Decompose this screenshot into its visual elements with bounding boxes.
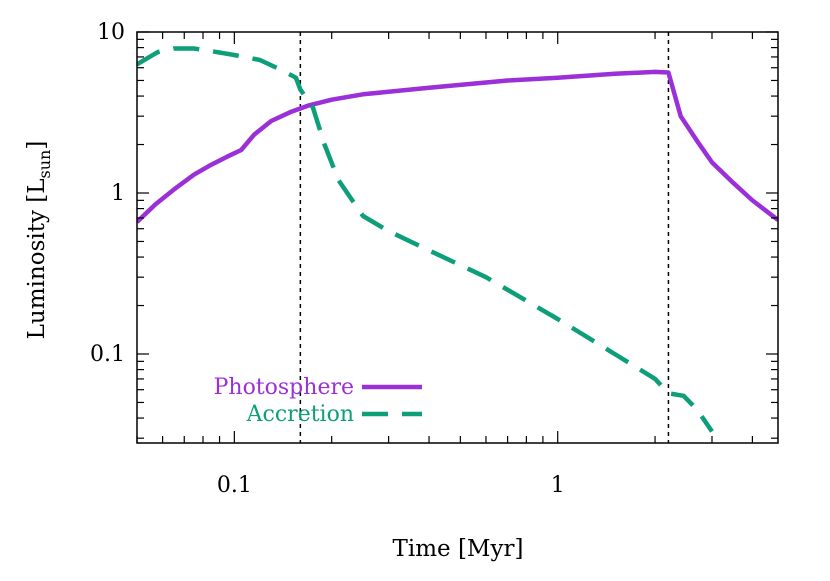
- series-photosphere-line: [137, 69, 778, 224]
- y-axis-title: Luminosity [Lsun]: [24, 141, 54, 340]
- y-tick-label: 1: [111, 181, 125, 206]
- x-tick-label: 0.1: [217, 473, 252, 498]
- y-axis-title-main: Luminosity [L: [24, 178, 50, 339]
- x-tick-label: 1: [551, 473, 565, 498]
- legend: Photosphere Accretion: [214, 375, 422, 427]
- series-accretion-line: [137, 46, 714, 433]
- plot-frame: [136, 31, 779, 444]
- y-axis-title-close: ]: [24, 141, 50, 150]
- legend-label-accretion: Accretion: [246, 402, 354, 427]
- series-layer: [137, 46, 778, 433]
- x-axis-title: Time [Myr]: [393, 536, 524, 562]
- legend-label-photosphere: Photosphere: [214, 375, 354, 400]
- y-axis-title-sub: sun: [35, 150, 54, 179]
- y-tick-label: 0.1: [90, 342, 125, 367]
- y-tick-label: 10: [97, 20, 125, 45]
- axis-ticks: 0.1 1 0.1 1 10: [90, 20, 778, 498]
